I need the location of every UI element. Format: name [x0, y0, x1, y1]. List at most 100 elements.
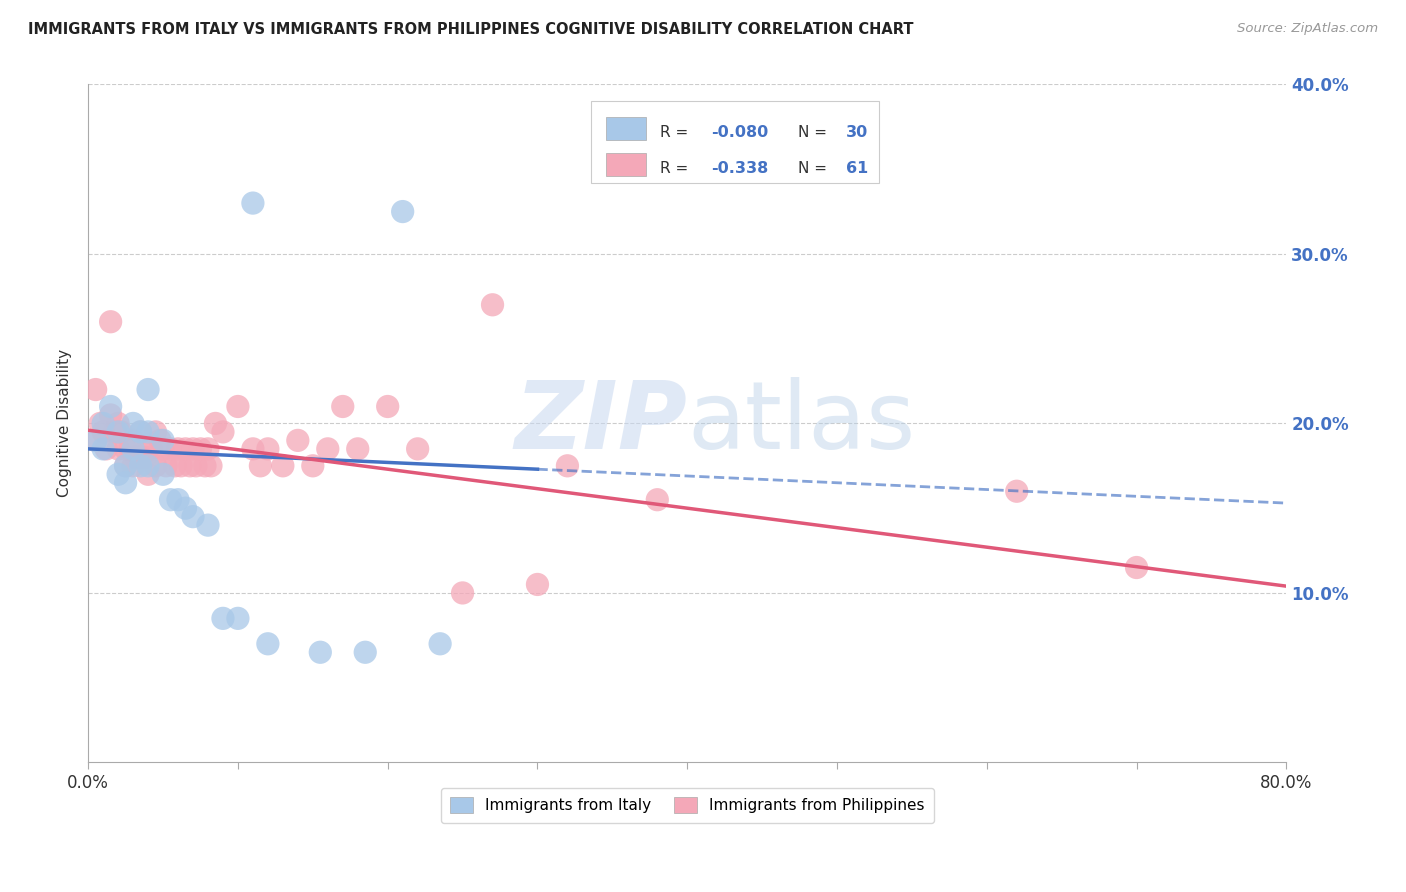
Point — [114, 458, 136, 473]
Point — [212, 425, 235, 439]
Point — [526, 577, 548, 591]
Point — [309, 645, 332, 659]
Point — [257, 442, 280, 456]
Point — [136, 442, 159, 456]
Point — [122, 417, 145, 431]
Point — [332, 400, 354, 414]
Point — [107, 425, 129, 439]
Point — [346, 442, 368, 456]
Point — [91, 442, 114, 456]
Point — [271, 458, 294, 473]
Text: IMMIGRANTS FROM ITALY VS IMMIGRANTS FROM PHILIPPINES COGNITIVE DISABILITY CORREL: IMMIGRANTS FROM ITALY VS IMMIGRANTS FROM… — [28, 22, 914, 37]
Point — [557, 458, 579, 473]
Point — [122, 434, 145, 448]
Point — [100, 408, 122, 422]
Point — [122, 442, 145, 456]
Text: atlas: atlas — [688, 377, 915, 469]
Point — [197, 442, 219, 456]
Point — [136, 467, 159, 482]
Point — [139, 442, 162, 456]
Point — [152, 434, 174, 448]
Point — [122, 458, 145, 473]
Point — [100, 400, 122, 414]
Point — [181, 442, 204, 456]
Point — [129, 425, 152, 439]
Point — [242, 442, 264, 456]
Point — [110, 425, 132, 439]
Point — [114, 442, 136, 456]
FancyBboxPatch shape — [592, 102, 879, 183]
Point — [114, 458, 136, 473]
Text: R =: R = — [661, 161, 693, 176]
Point — [94, 442, 117, 456]
Point — [287, 434, 309, 448]
Point — [152, 467, 174, 482]
Point — [316, 442, 339, 456]
Text: 30: 30 — [846, 125, 869, 140]
Point — [181, 509, 204, 524]
Point — [179, 458, 201, 473]
Point — [354, 645, 377, 659]
Point — [107, 442, 129, 456]
Point — [184, 458, 207, 473]
Point — [120, 442, 142, 456]
Point — [107, 417, 129, 431]
Point — [100, 315, 122, 329]
Point — [197, 518, 219, 533]
Point — [301, 458, 323, 473]
Point — [91, 425, 114, 439]
FancyBboxPatch shape — [606, 153, 645, 176]
Point — [163, 458, 186, 473]
Point — [129, 450, 152, 465]
Point — [242, 196, 264, 211]
Text: 61: 61 — [846, 161, 869, 176]
Text: N =: N = — [799, 125, 832, 140]
Point — [1005, 484, 1028, 499]
Point — [226, 400, 249, 414]
Point — [136, 425, 159, 439]
Point — [91, 417, 114, 431]
Point — [190, 442, 212, 456]
Point — [377, 400, 399, 414]
Point — [136, 458, 159, 473]
Point — [136, 383, 159, 397]
Point — [159, 492, 181, 507]
Point — [204, 417, 226, 431]
Point — [170, 458, 193, 473]
Point — [129, 458, 152, 473]
Text: -0.080: -0.080 — [710, 125, 768, 140]
Point — [152, 442, 174, 456]
Point — [174, 501, 197, 516]
Point — [104, 425, 127, 439]
Text: -0.338: -0.338 — [710, 161, 768, 176]
Point — [125, 450, 148, 465]
Y-axis label: Cognitive Disability: Cognitive Disability — [58, 350, 72, 498]
Point — [145, 425, 167, 439]
Point — [212, 611, 235, 625]
Point — [145, 458, 167, 473]
Point — [451, 586, 474, 600]
Point — [226, 611, 249, 625]
Point — [481, 298, 503, 312]
Point — [645, 492, 668, 507]
Point — [257, 637, 280, 651]
Point — [149, 434, 172, 448]
Text: Source: ZipAtlas.com: Source: ZipAtlas.com — [1237, 22, 1378, 36]
Point — [107, 467, 129, 482]
Text: ZIP: ZIP — [515, 377, 688, 469]
Point — [167, 442, 190, 456]
Text: R =: R = — [661, 125, 693, 140]
Point — [84, 383, 107, 397]
Point — [84, 434, 107, 448]
Legend: Immigrants from Italy, Immigrants from Philippines: Immigrants from Italy, Immigrants from P… — [440, 789, 934, 822]
Point — [114, 475, 136, 490]
Point — [249, 458, 271, 473]
Point — [129, 425, 152, 439]
Text: N =: N = — [799, 161, 832, 176]
Point — [167, 492, 190, 507]
Point — [134, 450, 156, 465]
Point — [1125, 560, 1147, 574]
Point — [89, 417, 111, 431]
Point — [155, 458, 177, 473]
Point — [159, 442, 181, 456]
